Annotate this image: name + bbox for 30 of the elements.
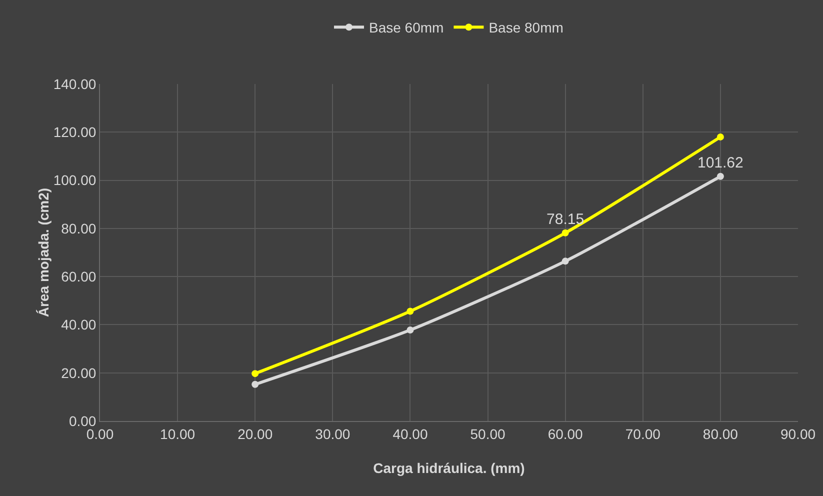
y-tick-label: 100.00 — [53, 172, 96, 188]
x-tick-label: 10.00 — [160, 426, 196, 442]
point — [406, 326, 414, 334]
x-tick-label: 50.00 — [470, 426, 506, 442]
point — [252, 370, 259, 378]
legend-label: Base 80mm — [488, 20, 564, 36]
y-tick-label: 40.00 — [61, 316, 96, 333]
y-axis-title: Área mojada. (cm2) — [35, 188, 52, 318]
point — [716, 133, 724, 140]
x-tick-label: 70.00 — [625, 426, 661, 442]
x-tick-label: 90.00 — [780, 426, 816, 442]
legend-label: Base 60mm — [369, 20, 444, 36]
x-tick-label: 30.00 — [315, 426, 350, 442]
y-tick-label: 140.00 — [53, 76, 96, 92]
x-tick-label: 20.00 — [238, 426, 273, 442]
data-label: 78.15 — [546, 210, 584, 228]
point — [252, 380, 259, 388]
point — [562, 258, 569, 265]
y-tick-label: 60.00 — [61, 268, 96, 284]
point — [716, 172, 724, 180]
x-tick-label: 40.00 — [392, 426, 428, 442]
y-tick-label: 20.00 — [61, 364, 96, 381]
x-tick-label: 80.00 — [702, 426, 738, 442]
data-label: 101.62 — [697, 154, 744, 172]
point — [562, 229, 569, 236]
y-tick-label: 120.00 — [53, 124, 96, 140]
x-tick-label: 60.00 — [548, 426, 584, 442]
point — [406, 308, 414, 315]
y-tick-label: 80.00 — [61, 220, 96, 236]
x-axis-title: Carga hidráulica. (mm) — [373, 460, 525, 476]
